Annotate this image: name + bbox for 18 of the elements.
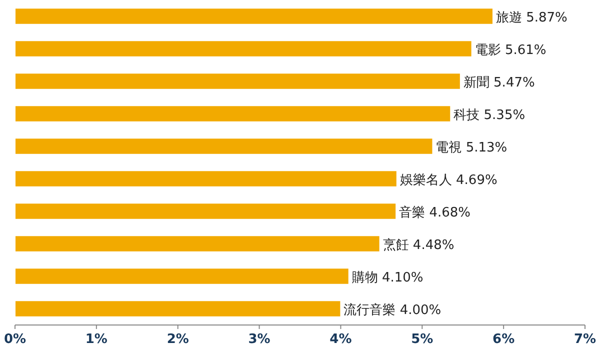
category-label: 購物 4.10% — [352, 270, 424, 286]
x-tick-label: 4% — [330, 332, 352, 347]
x-tick-label: 1% — [85, 332, 108, 347]
category-label: 音樂 4.68% — [399, 205, 471, 220]
category-label: 新聞 5.47% — [463, 75, 535, 90]
category-label: 電影 5.61% — [474, 42, 546, 58]
category-label: 科技 5.35% — [454, 108, 526, 123]
x-tick-label: 2% — [166, 332, 189, 347]
x-tick-label: 7% — [574, 332, 596, 347]
x-tick-label: 0% — [4, 332, 26, 347]
x-tick-label: 5% — [411, 332, 434, 347]
category-label: 流行音樂 4.00% — [344, 302, 442, 318]
category-label: 娛樂名人 4.69% — [400, 172, 498, 188]
x-tick-label: 6% — [492, 332, 515, 347]
category-label: 旅遊 5.87% — [496, 10, 568, 26]
category-label: 電視 5.13% — [436, 140, 508, 156]
x-tick-label: 3% — [248, 332, 270, 347]
category-label: 烹飪 4.48% — [382, 238, 454, 253]
